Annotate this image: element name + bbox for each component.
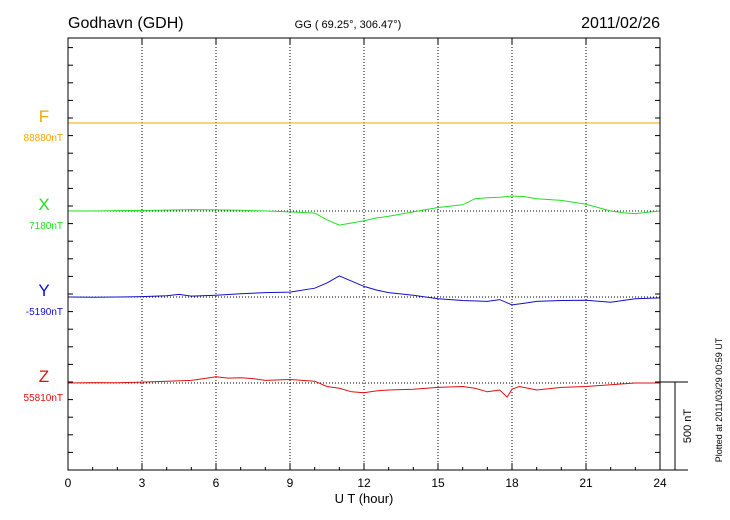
series-line-z [67,376,660,398]
x-tick-label: 21 [579,476,593,490]
series-baseline-y: -5190nT [26,307,63,318]
x-tick-label: 12 [357,476,371,490]
station-title: Godhavn (GDH) [68,15,184,32]
scale-bar-label: 500 nT [682,409,694,444]
series-labels: F 88880nT X 7180nT Y -5190nT Z 55810nT [24,107,63,404]
x-tick-label: 9 [287,476,294,490]
series-baseline-z: 55810nT [24,393,63,404]
grid-lines [141,38,587,470]
scale-bar: 500 nT [660,381,694,471]
series-baseline-f: 88880nT [24,133,63,144]
axis-ticks: 0 3 6 9 12 15 18 21 24 [65,38,667,490]
series-line-y [67,275,661,306]
series-name-y: Y [38,281,49,300]
x-tick-label: 18 [505,476,519,490]
series-baseline-x: 7180nT [29,221,63,232]
series-name-f: F [39,107,49,126]
plotted-at-note: Plotted at 2011/03/29 00:59 UT [714,337,724,462]
x-tick-label: 15 [431,476,445,490]
series-line-x [68,195,661,226]
x-tick-label: 6 [213,476,220,490]
series-name-z: Z [39,367,49,386]
chart-date: 2011/02/26 [581,15,660,32]
series-name-x: X [38,195,49,214]
station-coordinates: GG ( 69.25°, 306.47°) [295,19,402,31]
series-lines [67,122,661,398]
x-axis-label: U T (hour) [335,491,394,506]
x-tick-label: 24 [653,476,667,490]
x-tick-label: 3 [139,476,146,490]
x-tick-label: 0 [65,476,72,490]
